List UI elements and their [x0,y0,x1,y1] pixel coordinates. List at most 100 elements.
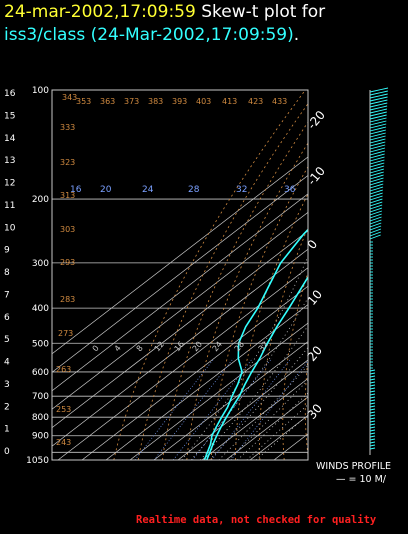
dry-adiabat-line [282,271,308,460]
height-axis-label: 15 [4,111,15,121]
wind-barb [369,177,384,183]
isotherm-line [52,211,308,410]
wind-barb [369,96,388,102]
temperature-profile-line [206,275,308,460]
plot-frame [51,89,309,461]
dry-adiabat-label: 413 [222,97,237,106]
height-axis-label: 12 [4,179,15,189]
dry-adiabat-line [389,90,408,460]
height-axis-label: 0 [4,447,10,457]
pressure-axis-label: 600 [32,368,49,378]
wind-barb [369,171,384,177]
winds-profile-title: WINDS PROFILE [316,461,392,472]
dry-adiabat-label: 243 [56,438,71,447]
isotherm-line [201,378,308,460]
pressure-axis-label: 200 [32,195,49,205]
wind-barb [369,189,384,195]
moist-adiabats [181,255,308,460]
winds-profile-scale: — = 10 M/ [336,474,387,485]
dry-adiabat-label: 303 [60,225,75,234]
isotherm-line [105,304,308,460]
dry-adiabat-label: 253 [56,405,71,414]
wind-barb [369,174,384,180]
wind-barb [369,435,376,438]
wind-barb [369,123,387,129]
isotherm-line [153,341,308,460]
moist-adiabat-label: 0 [91,344,101,354]
wind-barb [369,393,376,396]
wind-barb [369,438,376,441]
dry-adiabat-label: 343 [62,93,77,102]
pressure-axis-label: 700 [32,392,49,402]
dry-adiabat-label: 373 [124,97,139,106]
moist-adiabat-line [237,392,308,460]
pressure-axis-label: 900 [32,432,49,442]
height-axis-label: 10 [4,223,16,233]
wind-barb [369,402,376,405]
isotherm-line [52,230,308,429]
mixing-ratio-line [134,358,215,460]
title-period: . [293,25,300,45]
wind-barb [369,165,385,171]
mixing-ratio-line [153,358,234,460]
wind-barb [369,210,382,216]
isotherm-line [177,359,308,460]
isotherm-line [52,248,308,447]
wind-barb [369,90,388,96]
sounding-profiles [203,228,308,460]
wind-barb [369,414,376,417]
dry-adiabat-line [162,121,308,460]
title-station: iss3/class (24-Mar-2002,17:09:59) [4,25,294,45]
height-axis-label: 8 [4,268,10,278]
wind-barb [369,420,376,423]
moist-adiabat-label: 28 [233,340,246,354]
pressure-axis-label: 400 [32,304,49,314]
dry-adiabat-label: 393 [172,97,187,106]
isotherm-line [225,396,308,460]
wind-barb [369,93,388,99]
mixing-ratio-line [230,360,308,460]
dry-adiabat-line [137,102,308,460]
height-axis-label: 7 [4,290,10,300]
pressure-axis-label: 1050 [26,456,49,466]
wind-barb [369,231,381,237]
moist-adiabat-label: 8 [135,344,145,354]
dry-adiabat-label: 333 [60,123,75,132]
wind-barb [369,102,388,108]
height-axis-label: 5 [4,335,10,345]
isotherm-line [52,174,308,373]
mixing-ratio-label: 16 [70,185,82,195]
isotherm-line [57,267,308,460]
mixing-ratio-label: 20 [100,185,112,195]
pressure-axis-label: 100 [32,86,49,96]
wind-barb [369,444,376,447]
isotherm-line [81,285,308,460]
wind-barb [369,153,385,159]
height-axis-label: 6 [4,313,10,323]
wind-barb [369,168,385,174]
wind-barb [369,201,383,207]
pressure-axis-label: 500 [32,339,49,349]
dry-adiabat-label: 273 [58,329,73,338]
dry-adiabat-label: 433 [272,97,287,106]
axis-labels: 1002003004005006007008009001050161514131… [4,86,328,466]
wind-barb [369,117,387,123]
dry-adiabat-line [259,226,308,460]
dry-adiabat-label: 423 [248,97,263,106]
wind-barb [369,216,382,222]
wind-barb [369,144,386,150]
moist-adiabat-line [190,297,308,460]
wind-barb [369,372,376,375]
height-axis-label: 2 [4,402,10,412]
mixing-ratio-lines [134,358,308,460]
dry-adiabat-label: 283 [60,295,75,304]
dewpoint-profile-line [203,228,308,460]
height-axis-label: 11 [4,201,15,211]
wind-barb [369,417,376,420]
dry-adiabat-line [113,90,306,460]
dry-adiabat-line [369,90,408,460]
wind-barb [369,378,376,381]
quality-notice: Realtime data, not checked for quality [136,514,377,526]
moist-adiabat-label: 24 [211,340,224,354]
